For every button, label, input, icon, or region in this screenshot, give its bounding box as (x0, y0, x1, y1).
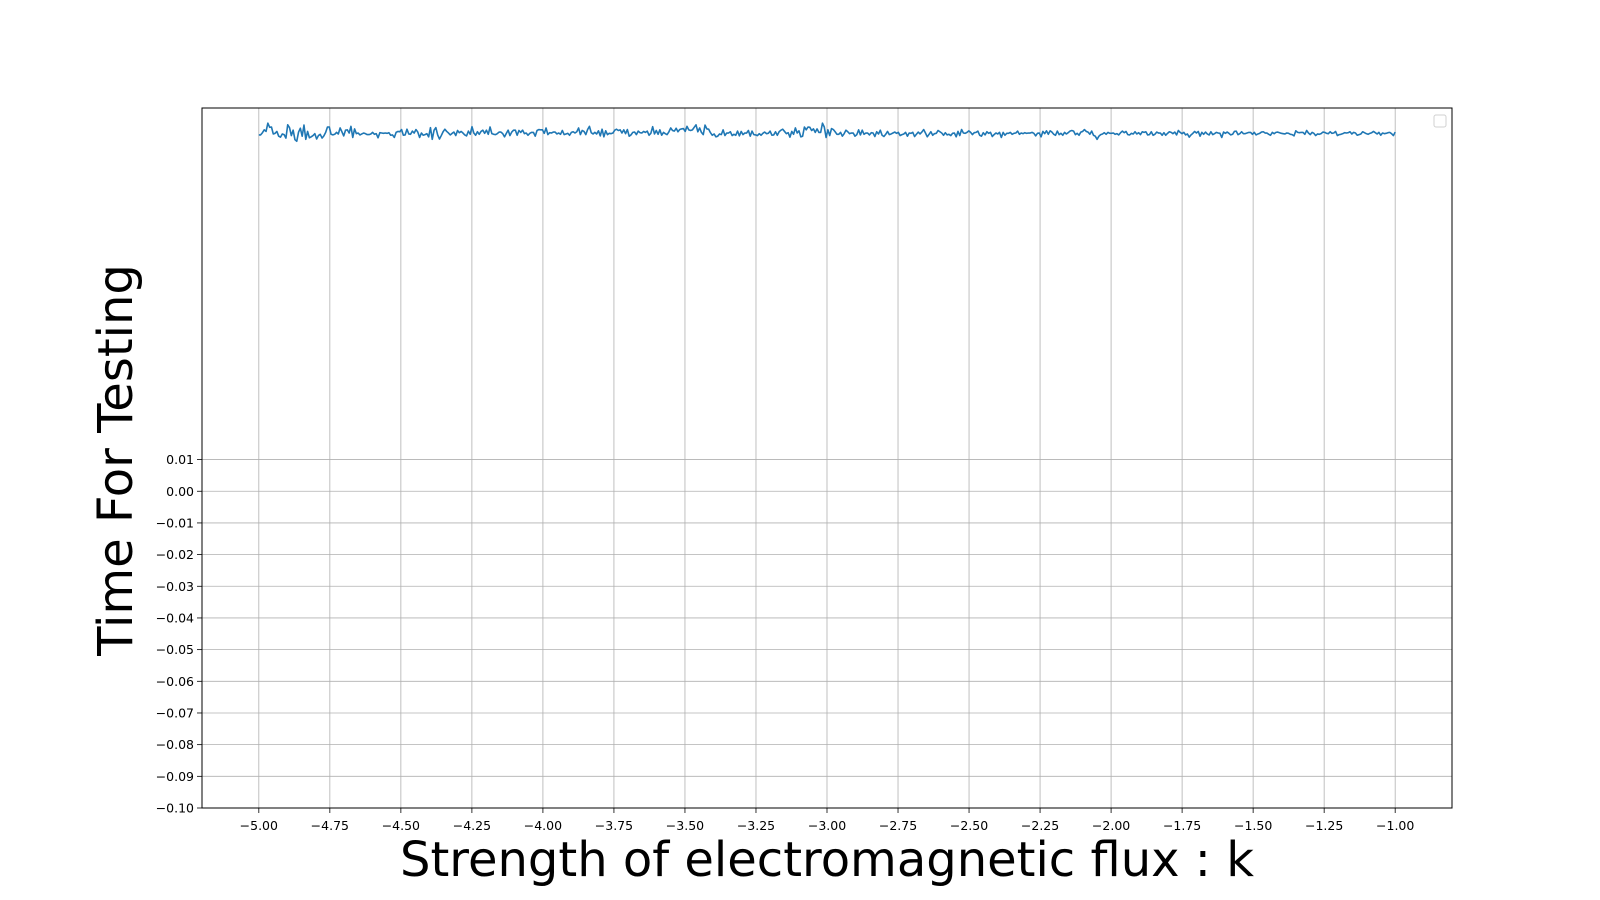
y-tick-label: −0.04 (156, 610, 194, 625)
x-tick-label: −4.50 (382, 818, 420, 833)
x-tick-label: −5.00 (240, 818, 278, 833)
x-tick-label: −3.75 (595, 818, 633, 833)
x-tick-label: −1.25 (1305, 818, 1343, 833)
y-tick-label: −0.10 (156, 801, 194, 816)
y-tick-label: −0.09 (156, 769, 194, 784)
y-tick-label: −0.08 (156, 737, 194, 752)
x-tick-label: −2.75 (879, 818, 917, 833)
x-tick-label: −4.75 (311, 818, 349, 833)
x-tick-label: −2.50 (950, 818, 988, 833)
legend-box (1433, 114, 1447, 128)
y-axis-label: Time For Testing (88, 264, 144, 657)
y-tick-label: −0.05 (156, 642, 194, 657)
y-tick-label: −0.07 (156, 705, 194, 720)
x-tick-label: −1.75 (1163, 818, 1201, 833)
y-tick-label: 0.00 (166, 484, 194, 499)
y-tick-label: −0.03 (156, 579, 194, 594)
x-tick-label: −1.00 (1376, 818, 1414, 833)
x-ticks: −5.00 −4.75 −4.50 −4.25 −4.00 −3.75 −3.50 −3.25… (240, 808, 1414, 833)
x-tick-label: −2.00 (1092, 818, 1130, 833)
x-tick-label: −4.00 (524, 818, 562, 833)
y-tick-label: −0.02 (156, 547, 194, 562)
y-tick-label: 0.01 (166, 452, 194, 467)
y-tick-label: −0.01 (156, 515, 194, 530)
x-tick-label: −2.25 (1021, 818, 1059, 833)
x-tick-label: −1.50 (1234, 818, 1272, 833)
x-tick-label: −3.50 (666, 818, 704, 833)
x-tick-label: −4.25 (453, 818, 491, 833)
grid-lines (202, 108, 1452, 809)
series-layer (258, 122, 1396, 143)
y-tick-label: −0.06 (156, 674, 194, 689)
x-axis-label: Strength of electromagnetic flux : k (400, 832, 1254, 888)
series-line (258, 122, 1396, 143)
x-tick-label: −3.00 (808, 818, 846, 833)
x-tick-label: −3.25 (737, 818, 775, 833)
y-ticks: 0.01 0.00 −0.01 −0.02 −0.03 −0.04 −0.05 −0.06 −0… (156, 452, 202, 816)
